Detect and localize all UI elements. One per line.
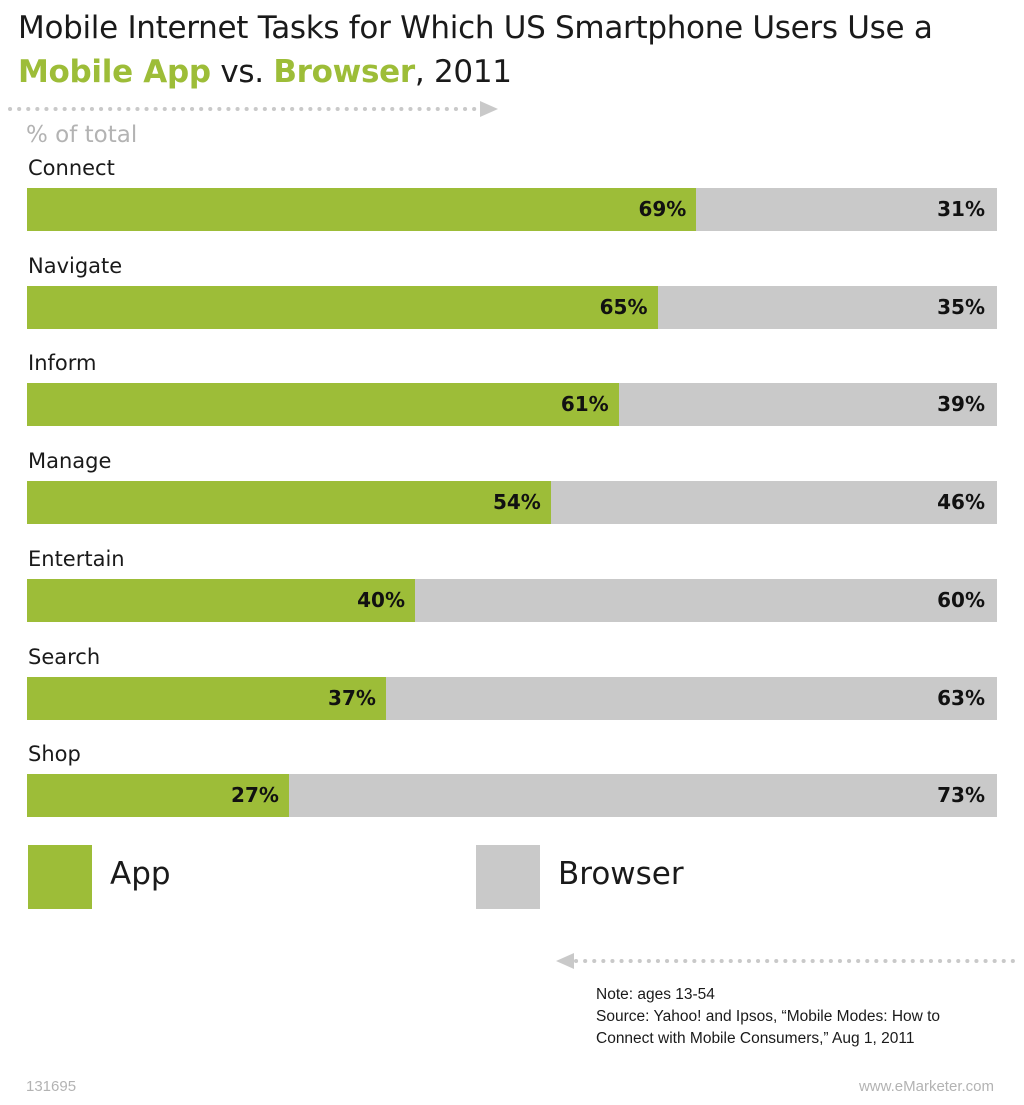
chart-subtitle: % of total <box>26 122 138 148</box>
category-label: Entertain <box>28 546 125 571</box>
category-label: Connect <box>28 156 115 180</box>
bar-app <box>27 188 697 231</box>
source-line: Source: Yahoo! and Ipsos, “Mobile Modes:… <box>596 1008 941 1025</box>
title-highlight-app: Mobile App <box>18 54 211 90</box>
bar-app <box>27 481 551 525</box>
value-label-app: 27% <box>231 783 279 808</box>
chart-title: Mobile Internet Tasks for Which US Smart… <box>18 6 1018 94</box>
bar-browser <box>618 383 997 427</box>
value-label-browser: 73% <box>937 783 985 808</box>
category-label: Search <box>28 644 101 669</box>
title-line1: Mobile Internet Tasks for Which US Smart… <box>18 10 933 46</box>
bar-browser <box>415 578 997 622</box>
value-label-browser: 63% <box>937 685 985 710</box>
dotted-arrow-right-icon <box>8 101 498 117</box>
legend-label-browser: Browser <box>558 856 684 892</box>
legend-swatch-app <box>28 845 92 909</box>
title-highlight-browser: Browser <box>273 54 415 90</box>
bar-browser <box>385 676 997 720</box>
source-note: Note: ages 13-54 Source: Yahoo! and Ipso… <box>596 984 940 1050</box>
bar-app <box>27 774 289 818</box>
title-year: , 2011 <box>414 54 512 90</box>
site-url: www.eMarketer.com <box>858 1078 994 1095</box>
category-label: Navigate <box>28 253 123 278</box>
legend-label-app: App <box>110 856 171 892</box>
value-label-app: 65% <box>599 294 648 319</box>
bar-browser <box>657 285 997 329</box>
value-label-browser: 60% <box>937 587 985 612</box>
bar-browser <box>288 774 997 818</box>
dotted-arrow-left-icon <box>556 953 1016 969</box>
category-label: Inform <box>28 351 97 376</box>
bar-app <box>27 676 386 720</box>
bar-browser <box>550 481 997 525</box>
note-line: Note: ages 13-54 <box>596 986 715 1003</box>
category-label: Manage <box>28 449 112 474</box>
value-label-browser: 39% <box>937 392 985 417</box>
value-label-app: 54% <box>492 490 541 515</box>
bar-browser <box>696 188 997 231</box>
value-label-app: 37% <box>328 685 376 710</box>
bar-app <box>27 578 415 622</box>
value-label-app: 61% <box>560 392 609 417</box>
value-label-app: 69% <box>638 197 687 221</box>
value-label-app: 40% <box>357 587 405 612</box>
value-label-browser: 31% <box>937 197 985 221</box>
chart-id: 131695 <box>26 1078 77 1095</box>
category-label: Shop <box>28 742 81 767</box>
value-label-browser: 46% <box>937 490 985 515</box>
bar-app <box>27 383 619 427</box>
legend-swatch-browser <box>476 845 540 909</box>
value-label-browser: 35% <box>937 294 985 319</box>
title-vs: vs. <box>210 54 274 90</box>
source-line-continued: Connect with Mobile Consumers,” Aug 1, 2… <box>596 1030 915 1047</box>
bar-app <box>27 285 658 329</box>
